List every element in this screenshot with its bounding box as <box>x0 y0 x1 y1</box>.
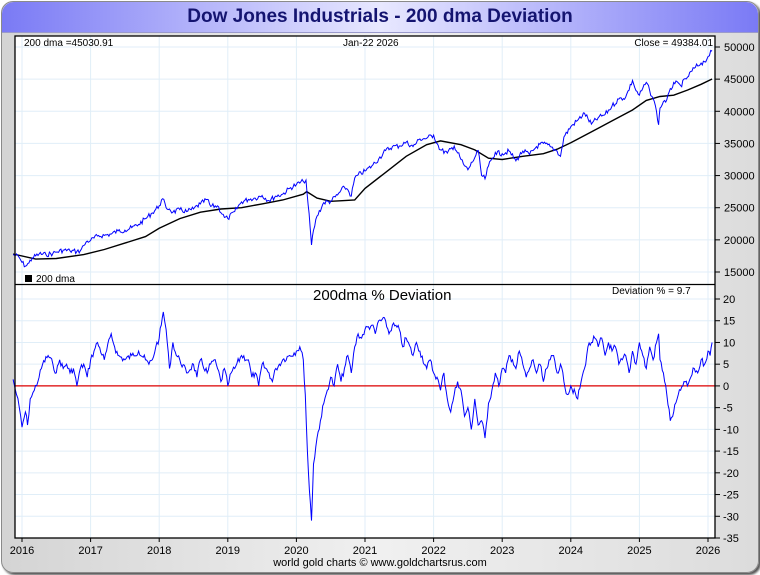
price-tick-label: 20000 <box>724 235 755 247</box>
year-tick-label: 2026 <box>696 545 720 557</box>
deviation-series-group <box>12 311 713 521</box>
deviation-tick-label: 10 <box>723 337 735 349</box>
deviation-axis: -35 -30 -25 -20 -15 -10 -5 0 5 10 15 20 <box>715 294 739 545</box>
deviation-tick-label: 20 <box>723 294 735 306</box>
deviation-tick-label: -35 <box>723 533 739 545</box>
deviation-tick-label: 5 <box>723 359 729 371</box>
year-tick-label: 2016 <box>10 545 34 557</box>
year-tick-label: 2021 <box>353 545 377 557</box>
year-tick-label: 2019 <box>216 545 240 557</box>
dma-legend-swatch <box>25 275 32 282</box>
date-label: Jan-22 2026 <box>343 38 399 49</box>
price-axis: 15000 20000 25000 30000 35000 40000 45000 50000 <box>715 42 755 279</box>
price-tick-label: 30000 <box>724 171 755 183</box>
deviation-panel-title: 200dma % Deviation <box>313 287 451 304</box>
year-tick-label: 2025 <box>627 545 651 557</box>
deviation-tick-label: -15 <box>723 446 739 458</box>
price-tick-label: 40000 <box>724 106 755 118</box>
year-tick-label: 2017 <box>78 545 102 557</box>
year-tick-label: 2020 <box>284 545 308 557</box>
dma-legend-label: 200 dma <box>36 274 75 285</box>
deviation-tick-label: 15 <box>723 316 735 328</box>
deviation-tick-label: -30 <box>723 511 739 523</box>
deviation-tick-label: -20 <box>723 468 739 480</box>
title-bar: Dow Jones Industrials - 200 dma Deviatio… <box>2 2 758 33</box>
year-tick-label: 2023 <box>490 545 514 557</box>
chart-title: Dow Jones Industrials - 200 dma Deviatio… <box>187 6 573 27</box>
deviation-tick-label: 0 <box>723 381 729 393</box>
year-tick-label: 2018 <box>147 545 171 557</box>
year-tick-label: 2022 <box>421 545 445 557</box>
footer-credit: world gold charts © www.goldchartsrus.co… <box>273 557 487 569</box>
price-tick-label: 25000 <box>724 203 755 215</box>
price-line <box>12 49 713 268</box>
dma-line <box>12 78 713 260</box>
deviation-value-label: Deviation % = 9.7 <box>612 286 691 297</box>
price-tick-label: 50000 <box>724 42 755 54</box>
year-tick-label: 2024 <box>559 545 583 557</box>
price-tick-label: 15000 <box>724 267 755 279</box>
deviation-line <box>12 311 713 521</box>
year-axis: 2016 2017 2018 2019 2020 2021 2022 2023 2024 2025… <box>10 538 720 557</box>
dma-value-label: 200 dma =45030.91 <box>24 38 114 49</box>
price-series-group <box>12 49 713 268</box>
deviation-tick-label: -5 <box>723 403 733 415</box>
deviation-tick-label: -10 <box>723 424 739 436</box>
price-tick-label: 35000 <box>724 138 755 150</box>
deviation-tick-label: -25 <box>723 490 739 502</box>
price-tick-label: 45000 <box>724 74 755 86</box>
close-value-label: Close = 49384.01 <box>634 38 713 49</box>
